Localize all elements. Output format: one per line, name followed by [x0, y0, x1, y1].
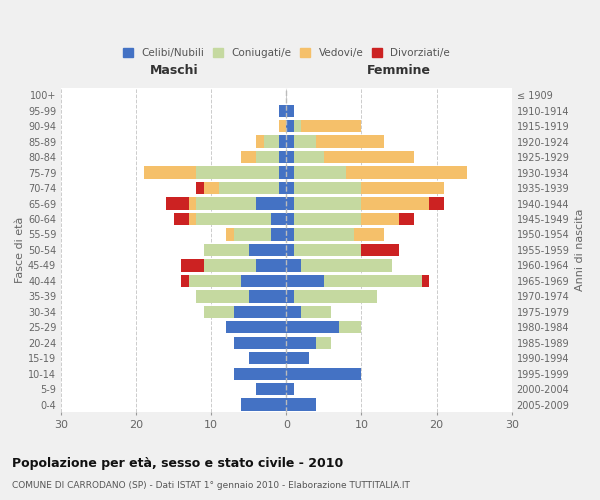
- Bar: [361, 244, 399, 256]
- Bar: [316, 136, 384, 148]
- Bar: [294, 198, 361, 209]
- Bar: [271, 213, 286, 225]
- Legend: Celibi/Nubili, Coniugati/e, Vedovi/e, Divorziati/e: Celibi/Nubili, Coniugati/e, Vedovi/e, Di…: [119, 44, 454, 62]
- Bar: [316, 336, 331, 349]
- Text: Maschi: Maschi: [149, 64, 198, 76]
- Bar: [301, 306, 331, 318]
- Bar: [286, 182, 294, 194]
- Bar: [286, 120, 294, 132]
- Bar: [294, 290, 377, 302]
- Bar: [286, 321, 339, 334]
- Bar: [143, 166, 196, 179]
- Bar: [196, 182, 204, 194]
- Bar: [286, 368, 361, 380]
- Bar: [234, 336, 286, 349]
- Bar: [361, 213, 399, 225]
- Bar: [166, 198, 189, 209]
- Bar: [294, 120, 301, 132]
- Bar: [286, 383, 294, 396]
- Bar: [204, 259, 256, 272]
- Bar: [286, 398, 316, 411]
- Bar: [196, 290, 249, 302]
- Bar: [241, 151, 256, 164]
- Bar: [271, 228, 286, 240]
- Bar: [286, 259, 301, 272]
- Bar: [324, 151, 414, 164]
- Bar: [294, 228, 354, 240]
- Bar: [354, 228, 384, 240]
- Text: COMUNE DI CARRODANO (SP) - Dati ISTAT 1° gennaio 2010 - Elaborazione TUTTITALIA.: COMUNE DI CARRODANO (SP) - Dati ISTAT 1°…: [12, 481, 410, 490]
- Bar: [189, 213, 196, 225]
- Bar: [241, 398, 286, 411]
- Bar: [361, 198, 429, 209]
- Bar: [286, 213, 294, 225]
- Bar: [286, 244, 294, 256]
- Bar: [286, 290, 294, 302]
- Bar: [249, 290, 286, 302]
- Bar: [286, 166, 294, 179]
- Bar: [249, 244, 286, 256]
- Bar: [279, 120, 286, 132]
- Bar: [294, 136, 316, 148]
- Bar: [279, 136, 286, 148]
- Y-axis label: Fasce di età: Fasce di età: [15, 217, 25, 283]
- Bar: [286, 352, 309, 364]
- Bar: [279, 166, 286, 179]
- Bar: [301, 120, 361, 132]
- Bar: [226, 228, 234, 240]
- Bar: [286, 306, 301, 318]
- Bar: [286, 104, 294, 117]
- Bar: [196, 213, 271, 225]
- Bar: [226, 321, 286, 334]
- Bar: [196, 166, 279, 179]
- Bar: [324, 274, 422, 287]
- Bar: [294, 166, 346, 179]
- Bar: [219, 182, 279, 194]
- Bar: [294, 182, 361, 194]
- Bar: [361, 182, 444, 194]
- Bar: [256, 259, 286, 272]
- Bar: [196, 198, 256, 209]
- Bar: [279, 104, 286, 117]
- Bar: [301, 259, 392, 272]
- Bar: [429, 198, 444, 209]
- Y-axis label: Anni di nascita: Anni di nascita: [575, 208, 585, 291]
- Bar: [279, 151, 286, 164]
- Bar: [286, 228, 294, 240]
- Bar: [189, 274, 241, 287]
- Bar: [181, 274, 189, 287]
- Bar: [279, 182, 286, 194]
- Bar: [286, 151, 294, 164]
- Bar: [256, 136, 264, 148]
- Bar: [234, 368, 286, 380]
- Bar: [286, 274, 324, 287]
- Bar: [286, 136, 294, 148]
- Bar: [256, 198, 286, 209]
- Bar: [286, 198, 294, 209]
- Bar: [204, 306, 234, 318]
- Bar: [173, 213, 189, 225]
- Bar: [422, 274, 429, 287]
- Bar: [286, 336, 316, 349]
- Bar: [234, 306, 286, 318]
- Bar: [256, 383, 286, 396]
- Bar: [339, 321, 361, 334]
- Bar: [294, 151, 324, 164]
- Bar: [241, 274, 286, 287]
- Bar: [264, 136, 279, 148]
- Bar: [294, 213, 361, 225]
- Bar: [294, 244, 361, 256]
- Bar: [204, 244, 249, 256]
- Bar: [204, 182, 219, 194]
- Bar: [249, 352, 286, 364]
- Bar: [256, 151, 279, 164]
- Bar: [234, 228, 271, 240]
- Bar: [181, 259, 204, 272]
- Bar: [346, 166, 467, 179]
- Bar: [399, 213, 414, 225]
- Bar: [189, 198, 196, 209]
- Text: Popolazione per età, sesso e stato civile - 2010: Popolazione per età, sesso e stato civil…: [12, 458, 343, 470]
- Text: Femmine: Femmine: [367, 64, 431, 76]
